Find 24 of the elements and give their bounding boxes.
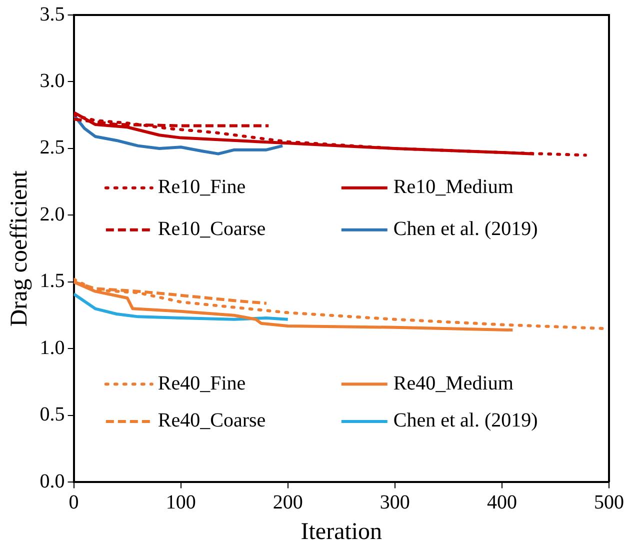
y-tick-label: 3.0 xyxy=(40,70,65,92)
y-tick-label: 1.0 xyxy=(40,336,65,359)
y-tick-label: 0.5 xyxy=(40,404,65,426)
x-axis-title: Iteration xyxy=(300,518,382,545)
legend-label: Re40_Medium xyxy=(393,372,514,394)
x-tick-label: 0 xyxy=(68,491,79,514)
y-tick-label: 2.5 xyxy=(40,136,65,159)
x-tick-label: 100 xyxy=(166,491,196,514)
legend-label: Re10_Coarse xyxy=(158,218,266,240)
legend-label: Re10_Medium xyxy=(393,176,514,198)
legend-label: Re10_Fine xyxy=(158,176,246,198)
y-tick-label: 2.0 xyxy=(40,203,65,226)
x-tick-label: 500 xyxy=(594,491,624,514)
y-tick-label: 1.5 xyxy=(40,270,65,292)
x-tick-label: 200 xyxy=(272,491,303,514)
x-tick-label: 400 xyxy=(486,491,517,514)
legend-label: Re40_Coarse xyxy=(158,410,266,432)
y-axis-title: Drag coefficient xyxy=(6,170,33,327)
x-tick-label: 300 xyxy=(380,491,410,514)
y-tick-label: 3.5 xyxy=(40,3,65,26)
legend-label: Chen et al. (2019) xyxy=(393,410,538,432)
legend-label: Re40_Fine xyxy=(158,372,246,394)
legend-label: Chen et al. (2019) xyxy=(393,218,538,240)
y-tick-label: 0.0 xyxy=(40,470,65,492)
